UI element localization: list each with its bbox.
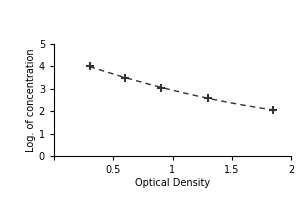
Y-axis label: Log. of concentration: Log. of concentration	[26, 48, 36, 152]
X-axis label: Optical Density: Optical Density	[135, 178, 210, 188]
